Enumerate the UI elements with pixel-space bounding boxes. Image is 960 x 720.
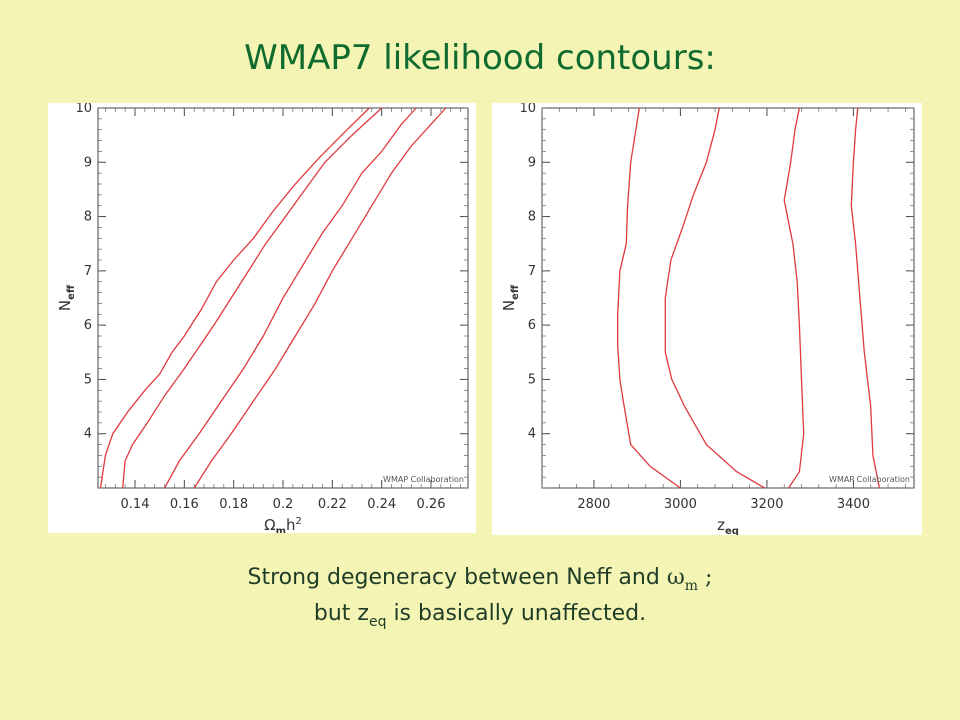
chart-right-svg: 4 5 6 7 8 9 10 2800 3000 3200 3400 WMAP Collaborati…	[500, 103, 915, 535]
x-tick-label: 0.14	[121, 497, 150, 512]
y-tick-label: 9	[528, 155, 536, 170]
contour-line	[783, 107, 805, 489]
y-axis-label-sub: eff	[66, 284, 77, 300]
x-axis-label-main: Ω	[264, 516, 275, 533]
x-tick-label: 0.26	[417, 497, 446, 512]
contour-line	[617, 107, 681, 489]
y-tick-label: 10	[519, 103, 536, 116]
y-tick-label: 8	[528, 210, 536, 225]
contour-line	[164, 107, 417, 489]
caption-line-2-prefix: but z	[313, 601, 369, 626]
x-axis-label: zeq	[717, 516, 739, 535]
omega-subscript: m	[684, 578, 699, 594]
y-axis-label: Neff	[56, 284, 77, 311]
y-tick-label: 4	[84, 427, 92, 442]
x-axis-label: Ωmh2	[264, 516, 302, 533]
y-axis-label-sub: eff	[510, 284, 521, 300]
omega-symbol: ω	[666, 565, 685, 590]
y-tick-label: 5	[528, 372, 536, 387]
slide-title: WMAP7 likelihood contours:	[244, 38, 716, 78]
contour-line	[664, 107, 766, 489]
y-axis-label-main: N	[500, 300, 518, 311]
y-tick-label: 5	[84, 372, 92, 387]
x-axis-label-mid: h	[286, 516, 296, 533]
y-axis-label: Neff	[500, 284, 521, 311]
y-tick-label: 7	[528, 264, 536, 279]
y-axis-label-main: N	[56, 300, 74, 311]
plot-frame	[541, 107, 915, 489]
x-axis-label-sub: eq	[725, 526, 739, 535]
y-tick-label: 9	[84, 155, 92, 170]
x-axis-label-main: z	[717, 516, 725, 534]
x-tick-label: 0.2	[273, 497, 294, 512]
y-tick-label: 6	[528, 318, 536, 333]
y-tick-label: 6	[84, 318, 92, 333]
contour-line	[122, 107, 383, 489]
y-tick-label: 7	[84, 264, 92, 279]
y-tick-label: 8	[84, 210, 92, 225]
caption-line-1-tail: ;	[698, 565, 713, 590]
y-tick-label: 4	[528, 427, 536, 442]
caption-line-1: Strong degeneracy between Neff and ωm ;	[0, 565, 960, 594]
chart-left-svg: 4 5 6 7 8 9 10 0.14 0.16 0.18 0.2 0.22 0.24 0.26 WMAP …	[56, 103, 469, 533]
x-axis-label-sub: m	[276, 526, 286, 533]
y-tick-label: 10	[75, 103, 92, 116]
x-tick-label: 2800	[577, 497, 610, 512]
x-tick-label: 3400	[837, 497, 870, 512]
caption-line-1-text: Strong degeneracy between Neff and	[247, 565, 667, 590]
zeq-subscript: eq	[368, 614, 387, 630]
chart-neff-vs-omega-m-h2: 4 5 6 7 8 9 10 0.14 0.16 0.18 0.2 0.22 0.24 0.26 WMAP …	[48, 103, 476, 533]
chart-neff-vs-zeq: 4 5 6 7 8 9 10 2800 3000 3200 3400 WMAP Collaborati…	[492, 103, 922, 535]
contour-line	[99, 107, 370, 489]
watermark-text: WMAP Collaboration	[383, 475, 464, 484]
x-tick-label: 0.22	[318, 497, 347, 512]
contour-line	[850, 107, 881, 489]
x-tick-label: 3200	[750, 497, 783, 512]
caption-line-2-suffix: is basically unaffected.	[386, 601, 647, 626]
watermark-text: WMAP Collaboration	[829, 475, 910, 484]
x-tick-label: 0.24	[367, 497, 396, 512]
x-tick-label: 0.16	[170, 497, 199, 512]
caption-line-2: but zeq is basically unaffected.	[0, 601, 960, 630]
contour-line	[193, 107, 447, 489]
x-tick-label: 3000	[664, 497, 697, 512]
x-tick-label: 0.18	[219, 497, 248, 512]
x-axis-label-sup: 2	[296, 516, 302, 527]
